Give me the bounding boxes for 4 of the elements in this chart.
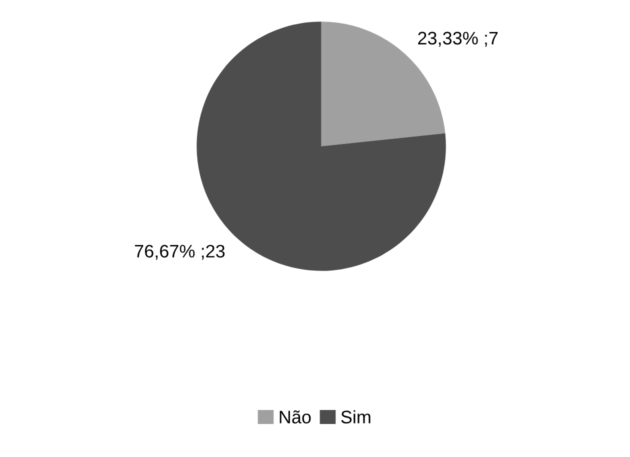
- legend-label: Não: [280, 410, 311, 424]
- data-label: 23,33% ;7: [418, 32, 498, 47]
- data-label: 76,67% ;23: [134, 244, 225, 260]
- legend-label: Sim: [341, 410, 370, 424]
